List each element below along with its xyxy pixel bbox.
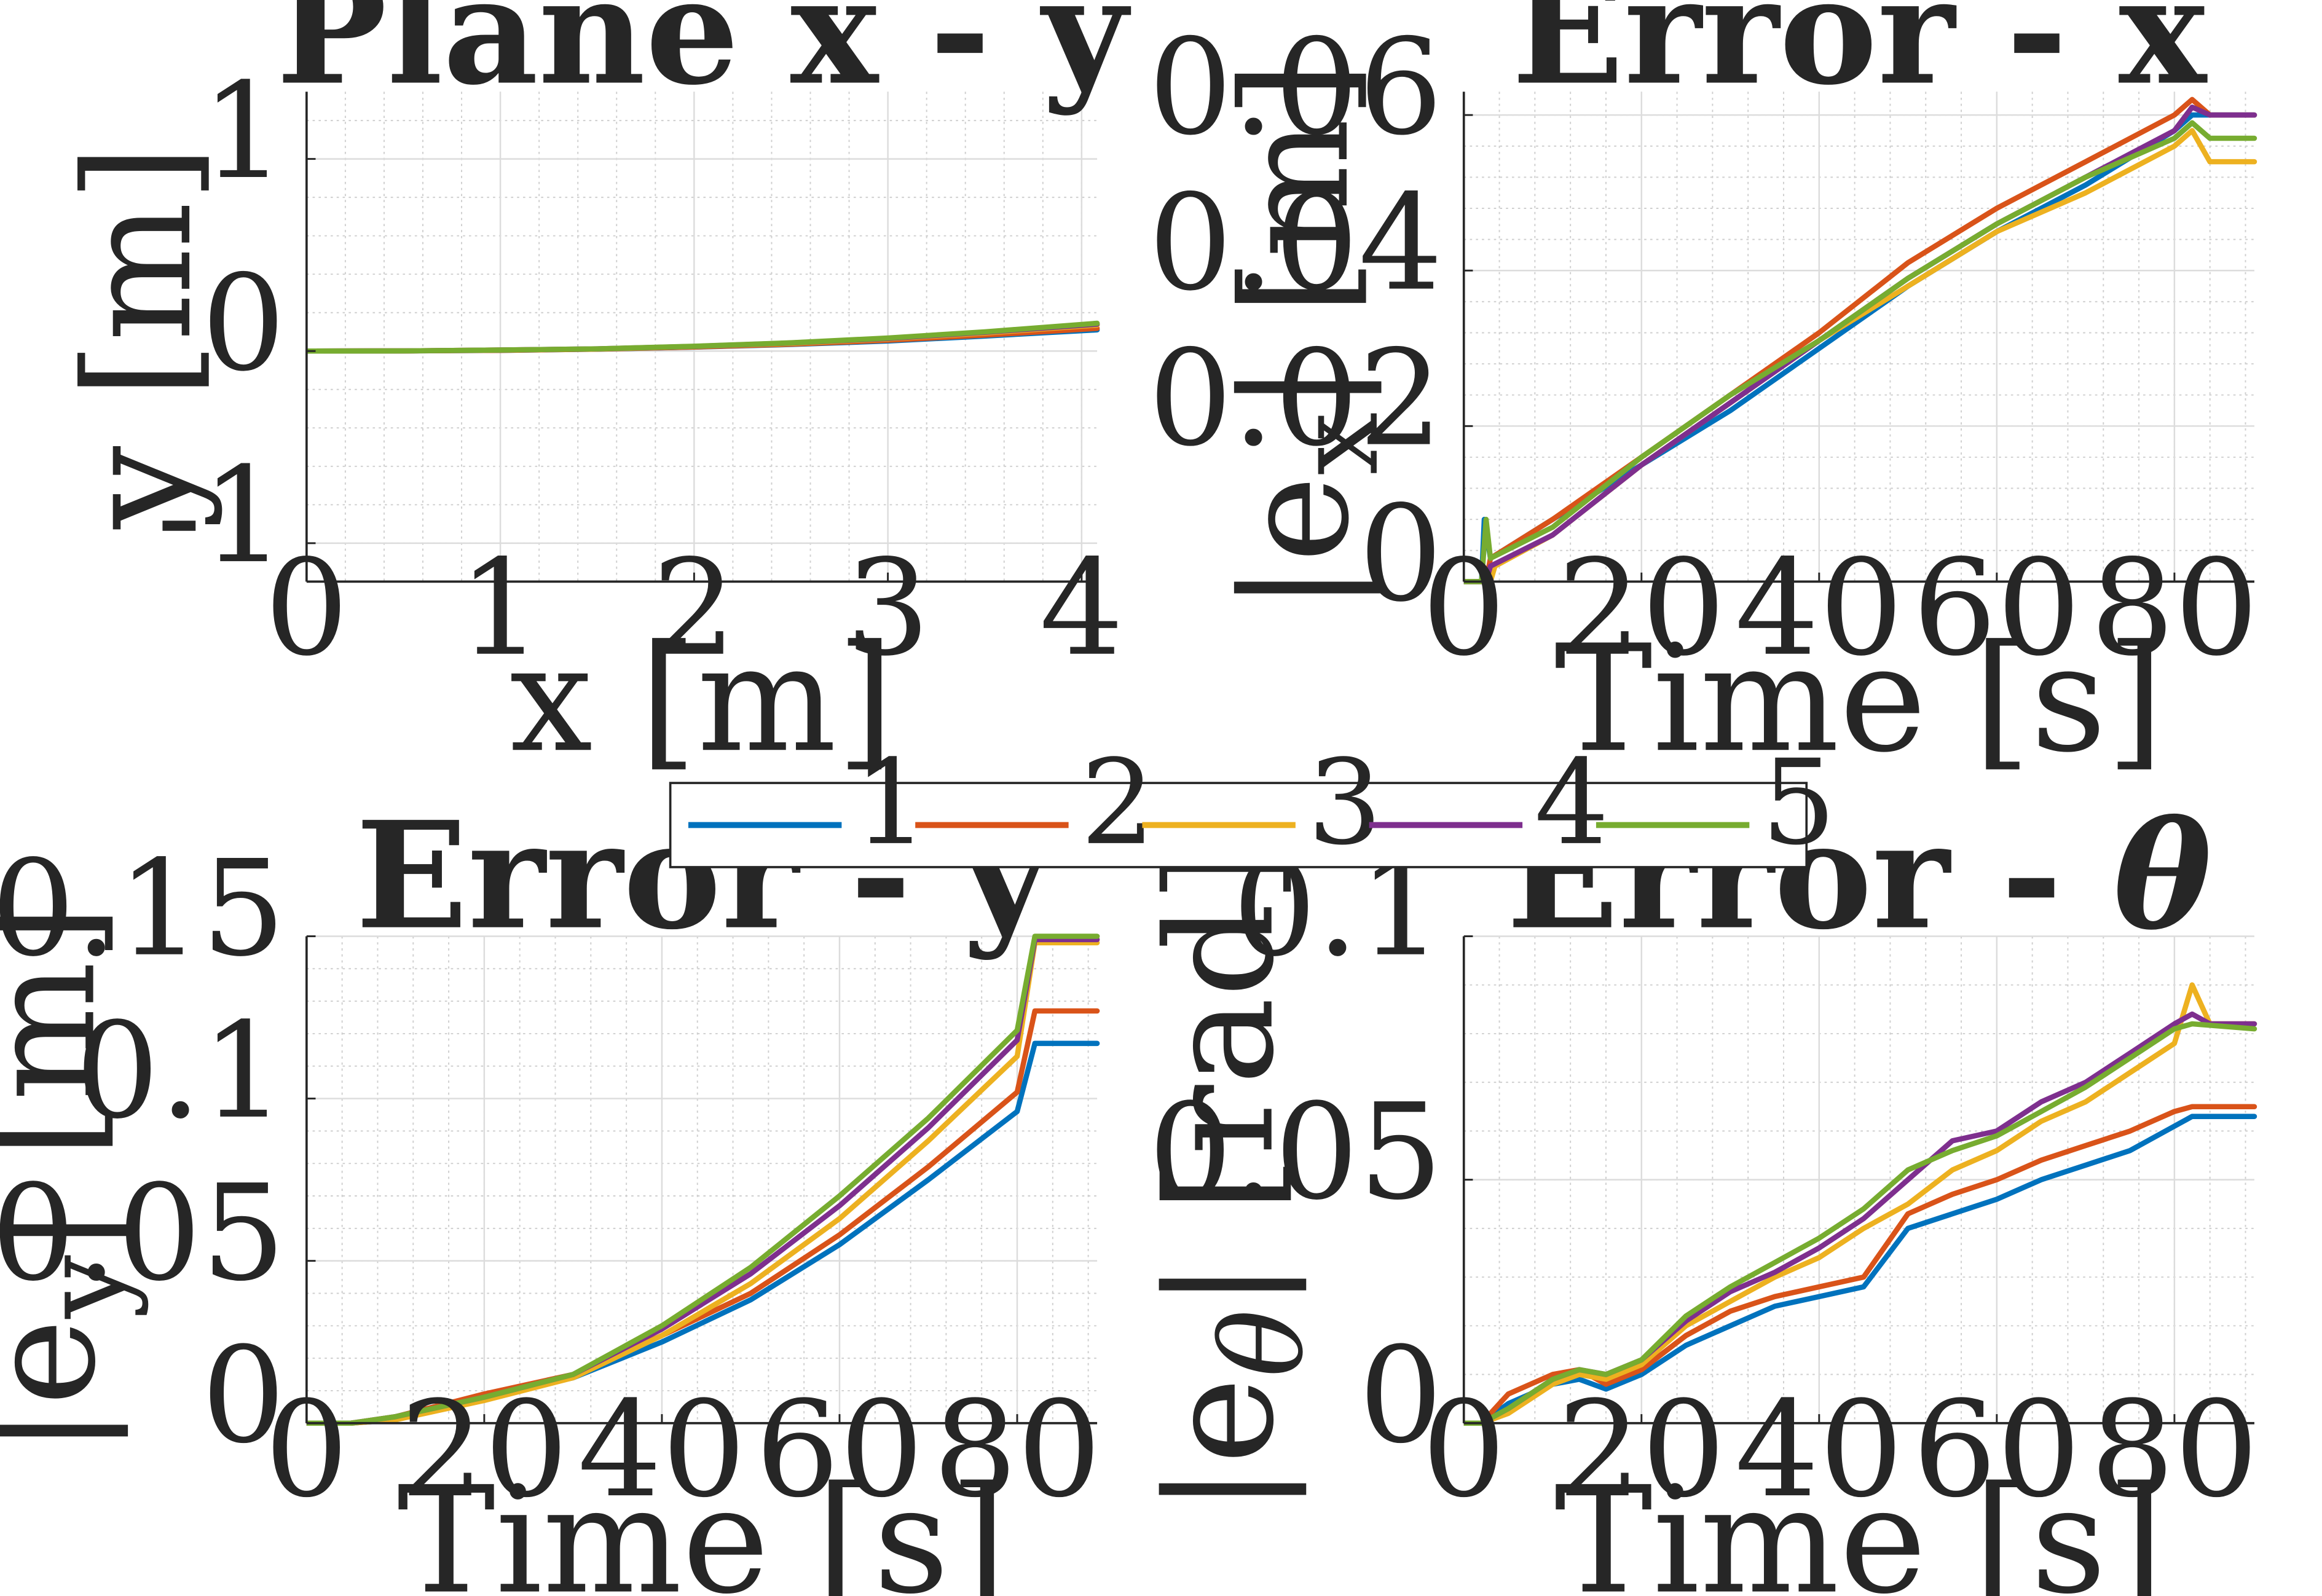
x-tick-label: 4 [1039, 531, 1124, 685]
chart-title: Plane x - y [276, 0, 1131, 118]
x-axis-label: Time [s] [397, 1455, 1007, 1596]
y-tick-label: 0 [202, 246, 286, 401]
y-tick-label: 0.1 [75, 994, 285, 1148]
x-tick-label: 60 [1913, 1372, 2081, 1527]
x-tick-label: 80 [2090, 1372, 2259, 1527]
x-tick-label: 0 [264, 1372, 348, 1527]
x-tick-label: 40 [1735, 1372, 1903, 1527]
x-axis-label: x [m] [510, 613, 894, 785]
x-tick-label: 20 [1557, 1372, 1726, 1527]
series-line-3 [1463, 982, 2257, 1426]
x-tick-label: 40 [1735, 531, 1903, 685]
series-group [306, 934, 1100, 1426]
legend: 1 2 3 4 5 [669, 734, 1836, 871]
y-axis-label: |eθ| [rad] [1135, 846, 1329, 1514]
y-tick-label: 0.15 [0, 831, 286, 986]
y-tick-label: 0 [202, 1318, 286, 1472]
x-tick-label: 2 [652, 531, 736, 685]
y-tick-label: -1 [157, 438, 286, 592]
series-line-5 [1463, 1021, 2257, 1426]
x-axis-label: Time [s] [1554, 613, 2164, 785]
series-group [1463, 96, 2257, 584]
legend-label: 3 [1307, 734, 1382, 871]
y-axis-label: y [m] [53, 144, 224, 530]
y-tick-label: 0.04 [1148, 166, 1442, 320]
x-tick-label: 3 [846, 531, 930, 685]
legend-label: 5 [1761, 734, 1836, 871]
y-tick-label: 0.06 [1148, 10, 1442, 165]
y-axis-label: |ey| [m] [0, 904, 151, 1455]
y-axis-label: |ex| [m] [1210, 61, 1404, 612]
series-group [306, 320, 1100, 354]
x-tick-label: 60 [755, 1372, 924, 1527]
x-tick-label: 20 [400, 1372, 569, 1527]
x-tick-label: 1 [458, 531, 543, 685]
series-line-5 [306, 320, 1100, 354]
x-tick-label: 0 [264, 531, 348, 685]
chart-title: Error - x [1512, 0, 2208, 118]
x-tick-label: 40 [578, 1372, 746, 1527]
y-tick-label: 0.02 [1148, 321, 1442, 476]
y-tick-label: 0.05 [1148, 1075, 1442, 1229]
series-line-2 [1463, 1104, 2257, 1426]
legend-label: 2 [1080, 734, 1155, 871]
y-tick-label: 1 [202, 54, 286, 208]
series-line-5 [1463, 120, 2257, 584]
y-tick-label: 0 [1359, 477, 1443, 631]
legend-label: 1 [854, 734, 928, 871]
x-axis-label: Time [s] [1554, 1455, 2164, 1596]
x-tick-label: 20 [1557, 531, 1726, 685]
x-tick-label: 80 [2090, 531, 2259, 685]
y-tick-label: 0 [1359, 1318, 1443, 1472]
x-tick-label: 80 [933, 1372, 1101, 1527]
series-line-5 [306, 934, 1100, 1426]
x-tick-label: 60 [1913, 531, 2081, 685]
series-group [1463, 982, 2257, 1426]
x-tick-label: 0 [1422, 531, 1506, 685]
y-tick-label: 0.05 [0, 1156, 286, 1310]
x-tick-label: 0 [1422, 1372, 1506, 1527]
legend-label: 4 [1535, 734, 1609, 871]
